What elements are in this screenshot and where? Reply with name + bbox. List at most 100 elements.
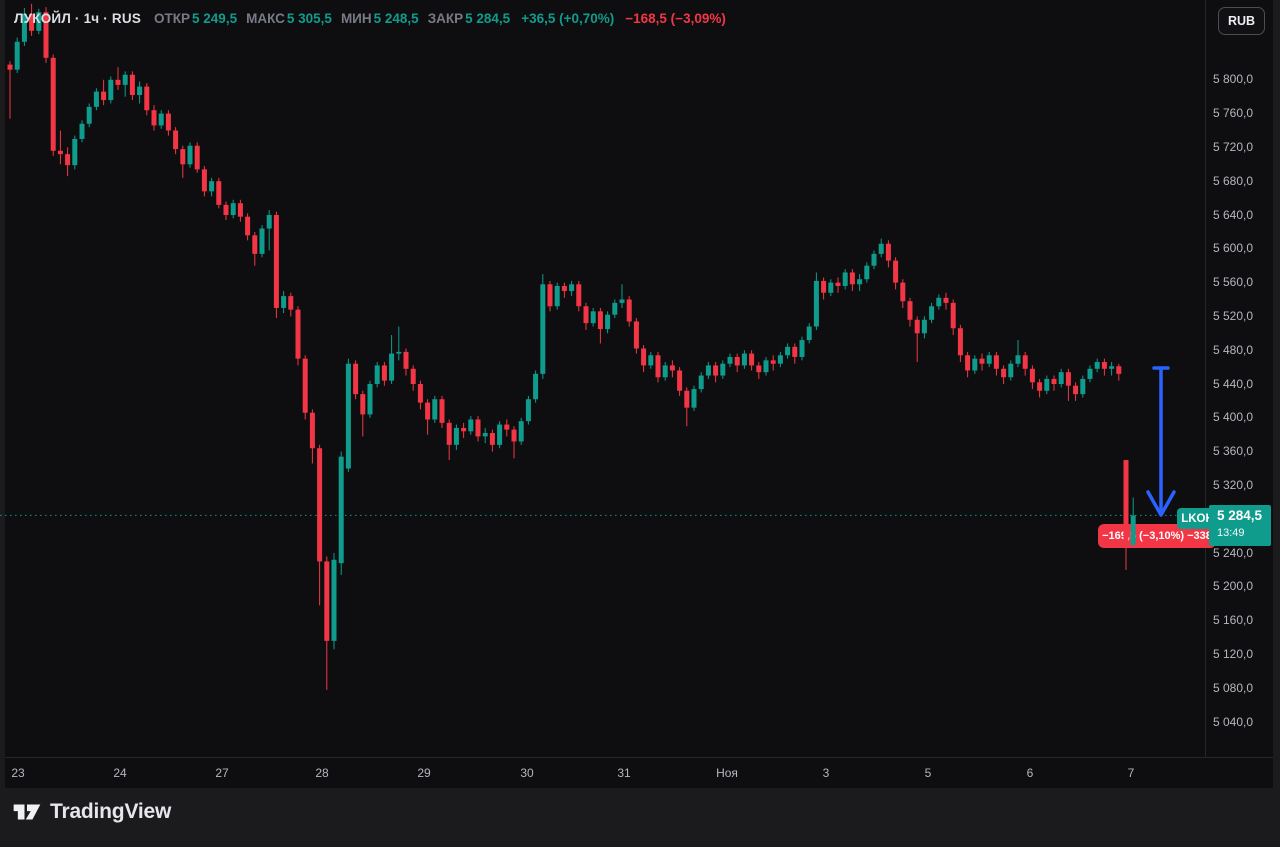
candle-body bbox=[158, 113, 164, 126]
candle bbox=[273, 211, 279, 319]
candle-body bbox=[201, 169, 207, 192]
candlestick-chart-canvas[interactable] bbox=[0, 0, 1205, 788]
candle bbox=[929, 302, 935, 324]
candle-body bbox=[324, 561, 330, 641]
price-axis-label: 5 720,0 bbox=[1213, 139, 1254, 154]
candle bbox=[1037, 378, 1043, 398]
candle bbox=[302, 355, 308, 420]
candle bbox=[813, 272, 819, 330]
candle bbox=[921, 316, 927, 339]
candle bbox=[799, 336, 805, 361]
candle bbox=[785, 343, 791, 359]
time-axis-label: 30 bbox=[520, 766, 534, 780]
candle-body bbox=[597, 311, 603, 330]
candle bbox=[770, 355, 776, 371]
candle bbox=[417, 380, 423, 410]
candle-body bbox=[237, 203, 243, 217]
candle bbox=[756, 362, 762, 379]
candle-body bbox=[691, 389, 697, 408]
time-axis-label: 24 bbox=[113, 766, 127, 780]
candle-body bbox=[619, 299, 625, 303]
close-value: 5 284,5 bbox=[465, 11, 511, 26]
candle-body bbox=[965, 355, 971, 371]
candle bbox=[605, 311, 611, 334]
time-axis-label: 7 bbox=[1127, 766, 1135, 780]
candle bbox=[194, 142, 200, 173]
candle-body bbox=[216, 181, 222, 205]
candle-body bbox=[849, 272, 855, 285]
candle-body bbox=[259, 228, 265, 254]
candle bbox=[871, 250, 877, 270]
candle bbox=[677, 367, 683, 396]
candle bbox=[720, 360, 726, 379]
candle-body bbox=[1080, 378, 1086, 395]
last-price-value: 5 284,5 bbox=[1217, 508, 1263, 523]
tradingview-brand[interactable]: TradingView bbox=[12, 799, 171, 825]
price-axis-label: 5 080,0 bbox=[1213, 680, 1254, 695]
candle bbox=[1065, 368, 1071, 401]
candle-body bbox=[21, 13, 27, 42]
candle-body bbox=[504, 424, 510, 430]
candle bbox=[86, 103, 92, 128]
candle-body bbox=[122, 74, 128, 85]
candle bbox=[727, 353, 733, 368]
time-axis-label: Ноя bbox=[716, 766, 738, 780]
price-axis-label: 5 240,0 bbox=[1213, 545, 1254, 560]
candle bbox=[446, 419, 452, 461]
candle-body bbox=[29, 13, 35, 31]
candle-body bbox=[986, 355, 992, 364]
candle-body bbox=[410, 368, 416, 384]
candle bbox=[504, 419, 510, 437]
candle bbox=[381, 362, 387, 386]
candle bbox=[230, 199, 236, 219]
candle bbox=[554, 282, 560, 310]
candle bbox=[1101, 358, 1107, 376]
candle-body bbox=[72, 138, 78, 166]
candle bbox=[36, 8, 42, 35]
candle-body bbox=[230, 203, 236, 215]
time-axis-label: 5 bbox=[924, 766, 932, 780]
candle bbox=[29, 3, 35, 36]
footer-bar: TradingView bbox=[0, 789, 1280, 847]
candle-body bbox=[302, 358, 308, 413]
candle-wick bbox=[916, 316, 918, 363]
candle bbox=[439, 395, 445, 428]
candle-body bbox=[799, 340, 805, 357]
down-arrow-annotation[interactable] bbox=[1140, 358, 1186, 526]
candle-body bbox=[367, 384, 373, 415]
candle-body bbox=[864, 265, 870, 280]
candle bbox=[187, 142, 193, 168]
candle bbox=[878, 238, 884, 258]
candle bbox=[65, 147, 71, 177]
candle-body bbox=[1065, 372, 1071, 386]
candle-body bbox=[698, 375, 704, 390]
candle-body bbox=[57, 150, 63, 155]
candle-body bbox=[79, 123, 85, 139]
candle-body bbox=[252, 235, 258, 254]
candle-body bbox=[590, 311, 596, 324]
symbol-title[interactable]: ЛУКОЙЛ · 1ч · RUS bbox=[14, 11, 142, 26]
candle bbox=[1123, 460, 1129, 570]
candle-body bbox=[1022, 355, 1028, 369]
candle-body bbox=[576, 284, 582, 307]
candle-body bbox=[878, 243, 884, 254]
candle-body bbox=[93, 91, 99, 107]
candle-body bbox=[713, 365, 719, 376]
candle bbox=[122, 71, 128, 97]
candle bbox=[1109, 362, 1115, 376]
currency-rub-button[interactable]: RUB bbox=[1218, 7, 1265, 35]
candle bbox=[583, 302, 589, 330]
last-price-time: 13:49 bbox=[1217, 527, 1245, 539]
candle bbox=[489, 429, 495, 452]
candle-body bbox=[468, 419, 474, 432]
candle bbox=[1094, 358, 1100, 373]
candle bbox=[144, 83, 150, 116]
candle bbox=[331, 553, 337, 650]
candle bbox=[993, 351, 999, 376]
candle bbox=[741, 350, 747, 369]
candle bbox=[173, 127, 179, 155]
candle bbox=[576, 280, 582, 312]
candle bbox=[806, 323, 812, 344]
candle-body bbox=[1015, 355, 1021, 364]
candle bbox=[525, 395, 531, 425]
